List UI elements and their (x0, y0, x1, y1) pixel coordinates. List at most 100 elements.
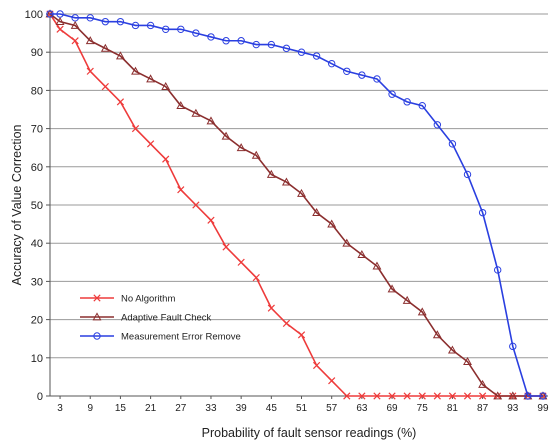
x-tick-label: 87 (477, 403, 489, 414)
x-tick-label: 27 (175, 403, 187, 414)
data-point-adaptive-fault-check (417, 307, 427, 316)
data-point-adaptive-fault-check (312, 208, 322, 217)
data-point-no-algorithm (252, 273, 260, 282)
data-point-no-algorithm (282, 319, 291, 328)
data-point-measurement-error-remove (267, 40, 276, 49)
data-point-no-algorithm (267, 304, 275, 312)
legend-label-no-algorithm: No Algorithm (121, 294, 175, 305)
y-tick-label: 50 (31, 200, 43, 212)
data-point-measurement-error-remove (46, 10, 54, 18)
data-point-adaptive-fault-check (478, 379, 488, 388)
data-point-measurement-error-remove (433, 121, 442, 129)
data-point-measurement-error-remove (71, 14, 79, 22)
data-point-measurement-error-remove (252, 40, 260, 49)
data-point-measurement-error-remove (101, 17, 110, 26)
data-point-adaptive-fault-check (221, 131, 231, 140)
data-point-no-algorithm (192, 201, 200, 209)
legend-marker-measurement-error-remove (93, 332, 101, 340)
data-point-adaptive-fault-check (236, 143, 246, 152)
y-tick-label: 0 (37, 391, 43, 403)
data-point-measurement-error-remove (282, 44, 291, 53)
x-tick-label: 81 (447, 403, 459, 414)
data-point-adaptive-fault-check (463, 356, 472, 365)
x-tick-label: 3 (57, 403, 63, 414)
data-point-adaptive-fault-check (55, 17, 65, 26)
data-point-measurement-error-remove (418, 101, 426, 110)
data-point-no-algorithm (86, 67, 94, 75)
x-tick-label: 15 (115, 403, 127, 414)
data-point-measurement-error-remove (358, 71, 366, 79)
legend-marker-no-algorithm (93, 294, 101, 302)
data-point-no-algorithm (71, 37, 79, 45)
y-tick-label: 80 (31, 85, 43, 97)
data-point-no-algorithm (56, 25, 64, 33)
data-point-adaptive-fault-check (115, 51, 125, 60)
data-point-adaptive-fault-check (146, 74, 156, 83)
y-axis-title: Accuracy of Value Correction (10, 124, 24, 285)
data-point-measurement-error-remove (312, 52, 321, 60)
data-point-adaptive-fault-check (100, 43, 110, 52)
data-point-adaptive-fault-check (372, 261, 382, 270)
series-line-adaptive-fault-check (49, 13, 543, 397)
data-point-no-algorithm (373, 392, 381, 400)
data-point-measurement-error-remove (343, 67, 351, 76)
data-point-measurement-error-remove (448, 140, 457, 148)
data-point-adaptive-fault-check (131, 66, 140, 75)
data-point-adaptive-fault-check (297, 188, 306, 197)
data-point-measurement-error-remove (373, 75, 381, 83)
data-point-no-algorithm (116, 98, 125, 106)
x-tick-label: 39 (236, 403, 248, 414)
x-tick-label: 57 (326, 403, 338, 414)
data-point-measurement-error-remove (237, 37, 245, 45)
data-point-measurement-error-remove (116, 17, 125, 26)
data-point-adaptive-fault-check (161, 81, 171, 90)
data-point-measurement-error-remove (207, 33, 215, 41)
data-point-no-algorithm (478, 392, 487, 400)
x-tick-label: 33 (205, 403, 217, 414)
data-point-adaptive-fault-check (357, 250, 367, 259)
data-point-no-algorithm (448, 392, 457, 400)
x-tick-label: 93 (507, 403, 519, 414)
y-tick-label: 40 (31, 238, 43, 250)
data-point-measurement-error-remove (297, 48, 306, 56)
x-tick-label: 63 (356, 403, 368, 414)
data-point-adaptive-fault-check (191, 108, 201, 117)
data-point-adaptive-fault-check (176, 101, 186, 110)
data-point-measurement-error-remove (463, 170, 472, 179)
data-point-no-algorithm (101, 82, 109, 91)
data-point-measurement-error-remove (327, 59, 336, 68)
y-tick-label: 90 (31, 47, 43, 59)
series-line-no-algorithm (49, 13, 543, 397)
data-point-adaptive-fault-check (402, 295, 412, 304)
series-line-measurement-error-remove (50, 13, 543, 397)
data-point-adaptive-fault-check (493, 391, 503, 400)
data-point-no-algorithm (418, 392, 426, 400)
data-point-no-algorithm (433, 392, 441, 400)
data-point-measurement-error-remove (177, 25, 185, 33)
legend-marker-adaptive-fault-check (92, 312, 102, 321)
data-point-adaptive-fault-check (342, 238, 352, 247)
y-tick-label: 30 (31, 276, 43, 288)
x-tick-label: 75 (417, 403, 429, 414)
y-tick-label: 100 (25, 9, 43, 21)
data-point-measurement-error-remove (86, 14, 94, 22)
x-axis-title: Probability of fault sensor readings (%) (202, 426, 417, 440)
data-point-adaptive-fault-check (387, 284, 397, 293)
data-point-no-algorithm (403, 392, 411, 400)
data-point-adaptive-fault-check (206, 116, 216, 125)
data-point-no-algorithm (343, 392, 351, 400)
data-point-no-algorithm (222, 243, 230, 251)
data-point-measurement-error-remove (539, 392, 547, 400)
data-point-no-algorithm (297, 331, 306, 339)
y-tick-label: 70 (31, 124, 43, 136)
data-point-no-algorithm (237, 258, 245, 266)
data-point-adaptive-fault-check (85, 36, 95, 45)
x-tick-label: 99 (537, 403, 549, 414)
data-point-measurement-error-remove (388, 90, 396, 98)
data-point-measurement-error-remove (192, 29, 200, 37)
y-tick-label: 60 (31, 162, 43, 174)
data-point-no-algorithm (463, 392, 472, 400)
data-point-no-algorithm (162, 155, 170, 163)
data-point-adaptive-fault-check (327, 219, 337, 228)
